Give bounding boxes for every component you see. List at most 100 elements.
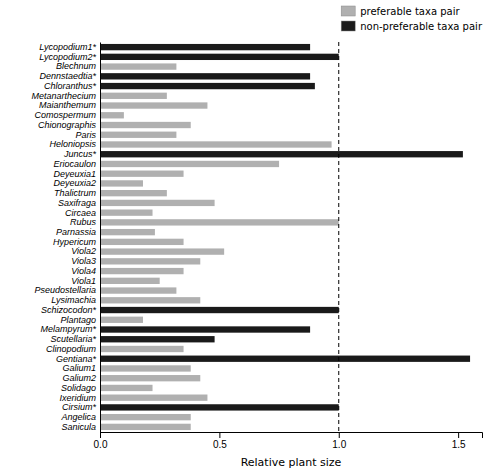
x-tick-mark (458, 432, 459, 438)
plot: 0.0 0.5 1.0 1.5 Lycopodium1*Lycopodium2*Blec… (31, 42, 482, 469)
y-tick: Thalictrum (54, 188, 100, 198)
bar (100, 385, 153, 391)
y-tick-label: Viola4 (71, 266, 96, 276)
y-tick: Gentiana* (56, 354, 100, 364)
bar (100, 268, 184, 274)
y-tick-label: Cirsium* (62, 402, 96, 412)
y-tick: Clinopodium (46, 344, 100, 354)
y-tick: Sanicula (61, 422, 100, 432)
bar (100, 63, 176, 69)
y-tick-label: Angelica (60, 412, 96, 422)
y-tick: Galium2 (62, 373, 100, 383)
x-tick-label: 0.0 (94, 439, 108, 450)
x-axis-line (101, 433, 483, 439)
y-tick-label: Blechnum (56, 61, 97, 71)
bars (100, 42, 470, 432)
bar (100, 326, 310, 332)
reference-line (338, 42, 339, 432)
y-tick-label: Lysimachia (51, 295, 96, 305)
bar (100, 102, 207, 108)
y-tick-label: Ixeridium (59, 393, 96, 403)
y-tick-label: Heloniopsis (49, 139, 96, 149)
y-tick-label: Paris (75, 130, 96, 140)
y-tick-label: Circaea (65, 208, 96, 218)
y-tick: Lycopodium1* (39, 42, 100, 52)
y-tick-label: Gentiana* (56, 354, 97, 364)
y-tick-label: Galium1 (62, 363, 96, 373)
bar (100, 317, 143, 323)
y-tick: Plantago (60, 315, 100, 325)
y-tick: Hypericum (53, 237, 100, 247)
bar (100, 365, 191, 371)
y-axis-line (100, 43, 101, 433)
y-tick-label: Pseudostellaria (34, 285, 96, 295)
y-tick: Solidago (61, 383, 100, 393)
bar (100, 132, 176, 138)
y-tick: Blechnum (56, 61, 100, 71)
y-tick: Parnassia (56, 227, 100, 237)
y-tick: Melampyrum* (40, 324, 100, 334)
y-tick-label: Viola3 (71, 256, 96, 266)
bar (100, 93, 167, 99)
bar (100, 239, 184, 245)
y-tick-label: Deyeuxia2 (53, 178, 96, 188)
y-tick-label: Viola1 (71, 276, 96, 286)
y-tick: Chloranthus* (44, 81, 100, 91)
bar (100, 209, 153, 215)
x-tick: 0.5 (213, 432, 227, 450)
bar (100, 200, 215, 206)
y-tick: Chionographis (38, 120, 100, 130)
y-tick-label: Metanarthecium (31, 91, 96, 101)
y-tick: Deyeuxia1 (53, 169, 100, 179)
y-tick: Rubus (70, 217, 100, 227)
bar (100, 395, 207, 401)
y-tick: Pseudostellaria (34, 285, 100, 295)
y-tick: Comospermum (34, 110, 100, 120)
y-tick: Saxifraga (58, 198, 100, 208)
bar (100, 73, 310, 79)
bar (100, 161, 279, 167)
y-tick-label: Maianthemum (39, 100, 97, 110)
y-axis: Lycopodium1*Lycopodium2*BlechnumDennstae… (31, 42, 100, 433)
y-tick: Deyeuxia2 (53, 178, 100, 188)
x-axis-label: Relative plant size (241, 456, 342, 469)
bar (100, 346, 184, 352)
y-tick: Circaea (65, 208, 100, 218)
legend-label: non-preferable taxa pair (360, 21, 483, 32)
bar (100, 54, 339, 60)
y-tick-label: Melampyrum* (40, 324, 96, 334)
bar (100, 336, 215, 342)
y-tick-label: Solidago (61, 383, 96, 393)
x-tick-label: 1.0 (332, 439, 346, 450)
x-tick-mark (339, 432, 340, 438)
y-tick-label: Schizocodon* (41, 305, 97, 315)
bar (100, 414, 191, 420)
y-tick-label: Juncus* (63, 149, 97, 159)
y-tick-label: Hypericum (53, 237, 97, 247)
legend-item: non-preferable taxa pair (341, 21, 483, 32)
y-tick: Viola3 (71, 256, 100, 266)
bar (100, 151, 463, 157)
y-tick-label: Plantago (60, 315, 96, 325)
y-tick: Maianthemum (39, 100, 100, 110)
legend-item: preferable taxa pair (341, 6, 460, 17)
bar (100, 122, 191, 128)
x-tick-mark (219, 432, 220, 438)
bar (100, 180, 143, 186)
bar (100, 190, 167, 196)
y-tick: Viola2 (71, 246, 100, 256)
y-tick-label: Parnassia (56, 227, 96, 237)
bar (100, 112, 124, 118)
bar (100, 219, 339, 225)
y-tick-label: Galium2 (62, 373, 96, 383)
y-tick-label: Eriocaulon (53, 159, 96, 169)
y-tick-label: Lycopodium1* (39, 42, 96, 52)
legend-label: preferable taxa pair (360, 6, 460, 17)
bar (100, 44, 310, 50)
x-tick: 1.5 (452, 432, 466, 450)
y-tick-label: Thalictrum (54, 188, 97, 198)
y-tick-label: Dennstaedtia* (39, 71, 96, 81)
y-tick: Angelica (60, 412, 100, 422)
bar (100, 375, 200, 381)
y-tick-label: Sanicula (61, 422, 96, 432)
